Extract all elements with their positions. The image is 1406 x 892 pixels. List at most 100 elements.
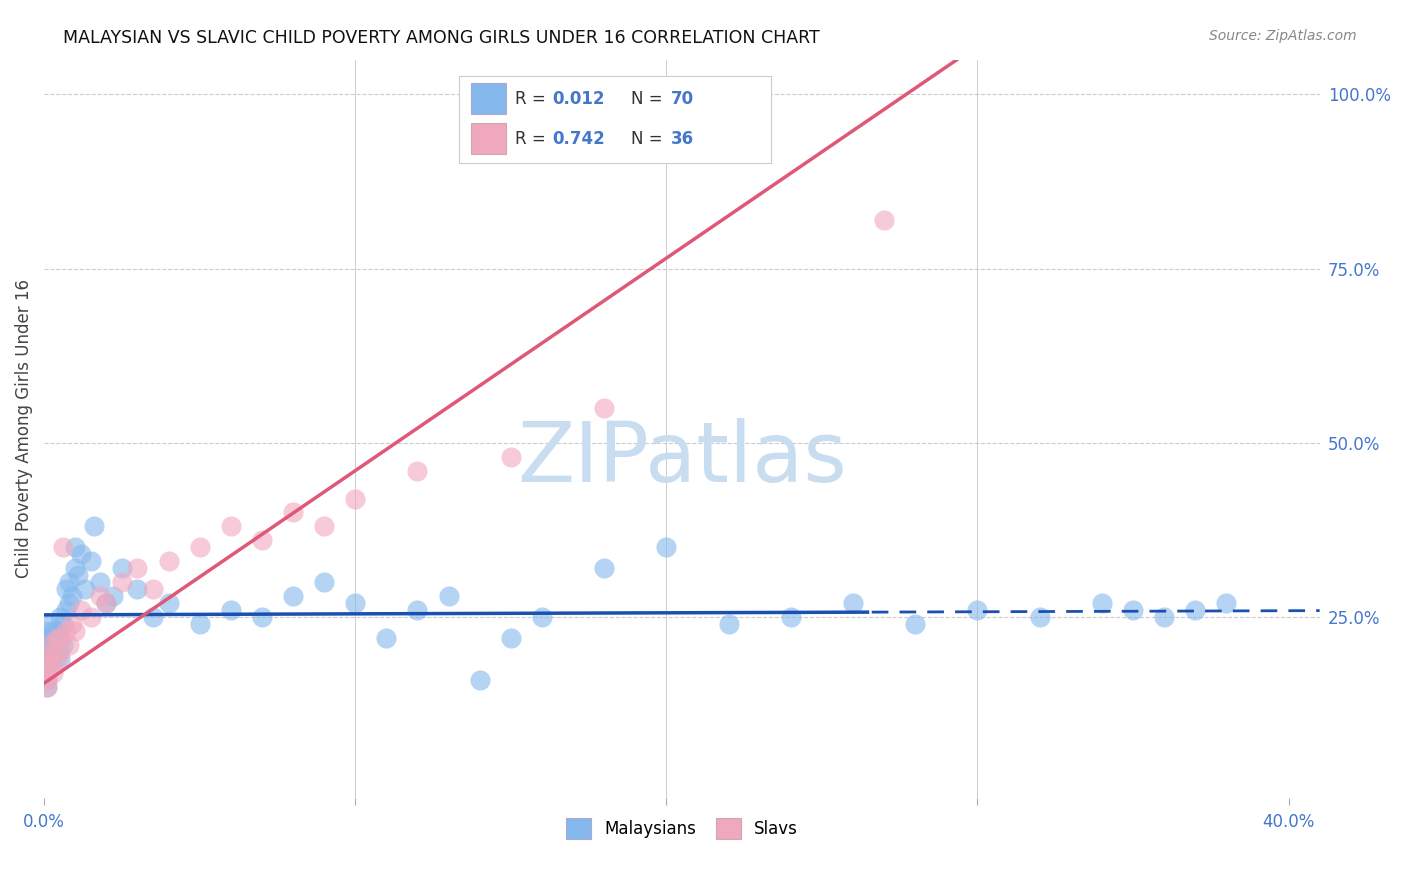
Point (499, 450, 522, 464)
Point (45, 624, 67, 638)
Point (39, 617, 62, 632)
Point (37, 665, 59, 680)
Point (65, 561, 87, 575)
Point (80, 554, 103, 568)
Point (55, 603, 77, 617)
Point (593, 401, 616, 415)
Point (966, 603, 988, 617)
Point (188, 617, 211, 632)
Point (70, 603, 93, 617)
Point (70, 547, 93, 561)
Point (437, 589, 460, 603)
Point (281, 589, 304, 603)
Point (45, 645, 67, 659)
Point (530, 610, 553, 624)
Point (55, 582, 77, 596)
Point (157, 554, 180, 568)
Text: MALAYSIAN VS SLAVIC CHILD POVERTY AMONG GIRLS UNDER 16 CORRELATION CHART: MALAYSIAN VS SLAVIC CHILD POVERTY AMONG … (63, 29, 820, 46)
Point (468, 673, 491, 687)
Point (1153, 610, 1175, 624)
Point (219, 519, 242, 533)
Legend: Malaysians, Slavs: Malaysians, Slavs (560, 812, 804, 846)
Point (65, 624, 87, 638)
Point (499, 631, 522, 645)
Point (52, 638, 75, 652)
Text: ZIPatlas: ZIPatlas (517, 418, 846, 499)
Point (37, 631, 59, 645)
Point (188, 541, 211, 555)
Point (406, 464, 429, 478)
Point (1122, 603, 1144, 617)
Point (42, 631, 65, 645)
Point (58, 575, 80, 590)
Point (904, 617, 927, 632)
Point (101, 589, 124, 603)
Point (37, 645, 59, 659)
Point (281, 506, 304, 520)
Point (219, 603, 242, 617)
Point (314, 519, 336, 533)
Point (39, 652, 62, 666)
Point (48, 645, 70, 659)
Point (45, 631, 67, 645)
Point (1184, 603, 1206, 617)
Point (73, 582, 96, 596)
Point (42, 624, 65, 638)
Point (37, 624, 59, 638)
Point (45, 652, 67, 666)
Point (48, 631, 70, 645)
Point (1215, 596, 1237, 610)
Point (717, 617, 740, 632)
Point (67, 568, 90, 582)
Point (55, 624, 77, 638)
Point (314, 575, 336, 590)
Point (842, 596, 865, 610)
Point (779, 610, 801, 624)
Point (250, 610, 273, 624)
Point (111, 575, 134, 590)
Point (593, 561, 616, 575)
Point (80, 610, 103, 624)
Point (83, 519, 105, 533)
Point (375, 631, 398, 645)
Point (37, 680, 59, 694)
Point (96, 596, 118, 610)
Point (111, 561, 134, 575)
Point (37, 680, 59, 694)
Point (52, 617, 75, 632)
Point (37, 652, 59, 666)
Point (42, 645, 65, 659)
Point (344, 491, 367, 506)
Point (48, 652, 70, 666)
Point (42, 652, 65, 666)
Point (37, 673, 59, 687)
Point (655, 541, 678, 555)
Point (42, 645, 65, 659)
Point (58, 638, 80, 652)
Point (52, 541, 75, 555)
Point (406, 603, 429, 617)
Point (1091, 596, 1114, 610)
Point (157, 596, 180, 610)
Point (42, 665, 65, 680)
Point (37, 658, 59, 673)
Point (89, 589, 111, 603)
Point (39, 638, 62, 652)
Point (142, 610, 165, 624)
Point (344, 596, 367, 610)
Point (60, 589, 83, 603)
Point (48, 610, 70, 624)
Point (45, 638, 67, 652)
Point (37, 658, 59, 673)
Point (873, 212, 896, 227)
Text: Source: ZipAtlas.com: Source: ZipAtlas.com (1209, 29, 1357, 43)
Point (48, 631, 70, 645)
Point (142, 582, 165, 596)
Point (127, 561, 149, 575)
Point (60, 617, 83, 632)
Point (37, 673, 59, 687)
Point (39, 652, 62, 666)
Y-axis label: Child Poverty Among Girls Under 16: Child Poverty Among Girls Under 16 (15, 279, 32, 578)
Point (37, 665, 59, 680)
Point (65, 541, 87, 555)
